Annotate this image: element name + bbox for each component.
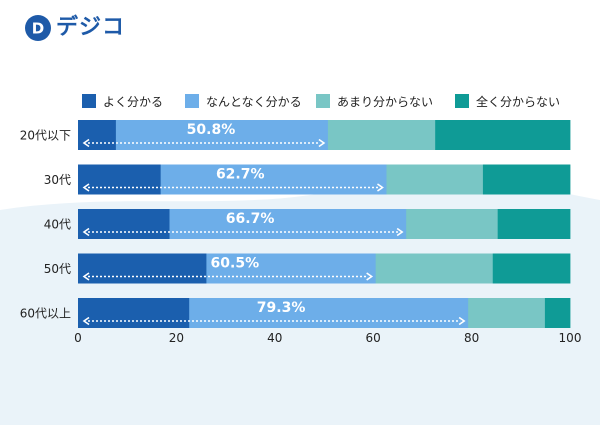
category-label: 20代以下: [20, 129, 71, 143]
bar-segment: [206, 253, 377, 284]
legend-label: あまり分からない: [337, 95, 433, 109]
bar-segment: [492, 253, 571, 284]
bar-segment: [386, 164, 484, 195]
annotation-arrowhead-right: [458, 316, 466, 326]
annotation-arrowhead-left: [82, 316, 90, 326]
annotation-arrowhead-left: [82, 272, 90, 281]
annotation-arrowhead-right: [366, 272, 374, 281]
bar-segment: [497, 209, 571, 239]
annotation-arrowhead-right: [318, 138, 326, 148]
bar-segment: [78, 120, 117, 150]
legend-label: なんとなく分かる: [206, 95, 302, 109]
bar-segment: [327, 120, 436, 150]
x-axis: 0 20 40 60 80 100: [74, 331, 581, 345]
legend-label: 全く分からない: [476, 94, 560, 109]
brand-logo-icon: D: [25, 15, 51, 41]
bars: [78, 120, 571, 328]
bar-segment: [78, 209, 170, 239]
x-tick-label: 100: [559, 331, 582, 345]
annotation-label: 62.7%: [216, 167, 265, 183]
legend-swatch: [316, 94, 330, 108]
x-tick-label: 20: [169, 331, 184, 345]
annotation-label: 79.3%: [257, 300, 306, 316]
bar-segment: [482, 164, 571, 195]
legend: よく分かる なんとなく分かる あまり分からない 全く分からない: [82, 94, 560, 109]
legend-swatch: [185, 94, 199, 108]
legend-swatch: [455, 94, 469, 108]
category-label: 40代: [44, 218, 71, 232]
bar-segment: [468, 298, 546, 328]
legend-label: よく分かる: [103, 95, 163, 109]
annotation-arrowhead-right: [377, 183, 384, 192]
bar-segment: [78, 253, 207, 284]
brand-logo-mark: D: [32, 20, 44, 38]
brand-logo: D デジコ: [24, 12, 125, 44]
annotation-arrowhead-left: [82, 138, 90, 148]
bar-segment: [78, 298, 190, 328]
annotation-arrowhead-right: [396, 227, 404, 237]
legend-swatch: [82, 94, 96, 108]
brand-name: デジコ: [56, 15, 126, 40]
bar-segment: [375, 253, 494, 284]
bar-segment: [544, 298, 571, 328]
annotation-label: 50.8%: [187, 122, 236, 138]
bar-segment: [78, 164, 162, 195]
x-tick-label: 40: [267, 331, 282, 345]
annotation-arrowhead-left: [82, 183, 90, 192]
annotation-label: 66.7%: [226, 211, 275, 227]
annotation-arrowhead-left: [82, 227, 90, 237]
bar-segment: [115, 120, 329, 150]
x-tick-label: 0: [74, 331, 82, 345]
bar-segment: [435, 120, 571, 150]
category-label: 30代: [44, 173, 71, 187]
annotation-label: 60.5%: [211, 256, 260, 272]
bar-segment: [169, 209, 407, 239]
bar-segment: [189, 298, 469, 328]
category-label: 60代以上: [20, 307, 71, 321]
x-tick-label: 80: [464, 331, 479, 345]
bar-segment: [160, 164, 387, 195]
category-label: 50代: [44, 262, 71, 276]
category-labels: 20代以下 30代 40代 50代 60代以上: [20, 129, 71, 321]
x-tick-label: 60: [366, 331, 381, 345]
annotations: 50.8% 62.7% 66.7% 60.5% 79.3%: [82, 122, 466, 326]
bar-segment: [406, 209, 499, 239]
